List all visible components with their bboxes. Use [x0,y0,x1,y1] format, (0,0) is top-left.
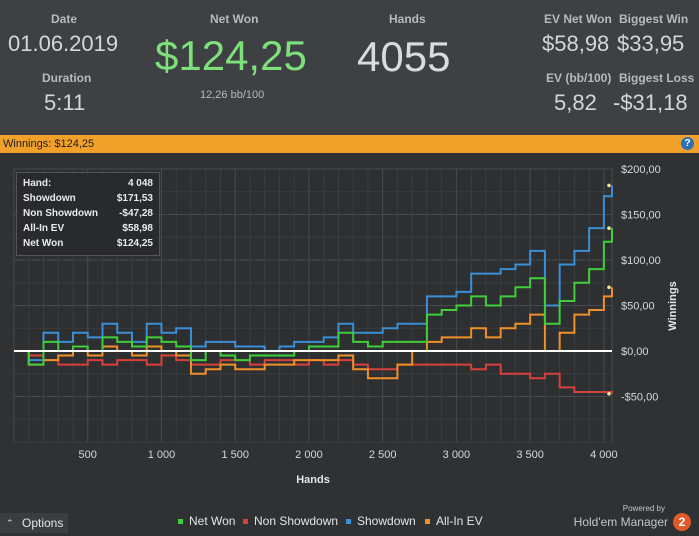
biggest-loss-value: -$31,18 [613,90,688,115]
series-end-marker [607,285,611,290]
tooltip-value: -$47,28 [119,208,153,219]
brand-badge-icon: 2 [673,513,691,531]
legend-swatch [178,519,183,525]
ev-net-won-label: EV Net Won [544,12,612,26]
brand-name: Hold'em Manager [573,515,668,529]
winnings-banner-text: Winnings: $124,25 [3,138,95,150]
hands-value: 4055 [357,33,451,80]
legend-swatch [425,519,430,525]
tooltip-value: $58,98 [122,223,153,234]
y-tick-label: $200,00 [621,164,661,176]
y-tick-label: $50,00 [621,301,655,313]
legend-label: Non Showdown [254,514,339,528]
date-value: 01.06.2019 [8,31,119,56]
winnings-banner: Winnings: $124,25 ? [0,135,699,153]
summary-panel: Date 01.06.2019 Duration 5:11 Net Won $1… [0,0,699,134]
y-tick-label: $150,00 [621,210,661,222]
series-line-net-won [14,228,613,366]
x-tick-label: 2 000 [295,449,323,461]
ev-bb-value: 5,82 [554,90,597,115]
date-label: Date [51,12,78,26]
net-won-sub: 12,26 bb/100 [200,89,265,101]
ev-net-won-value: $58,98 [542,31,610,56]
x-tick-label: 3 000 [443,449,471,461]
options-label: Options [22,516,64,530]
tooltip-key: Non Showdown [23,208,98,219]
x-tick-label: 2 500 [369,449,397,461]
net-won-label: Net Won [210,12,259,26]
series-end-marker [607,391,611,396]
powered-by-label: Powered by [622,504,665,513]
x-tick-label: 1 000 [148,449,176,461]
tooltip-value: $171,53 [116,193,153,204]
net-won-value: $124,25 [155,32,307,79]
legend-label: All-In EV [436,514,483,528]
series-line-all-in-ev [14,287,613,380]
options-button[interactable]: ⌃ Options [0,513,68,533]
hands-label: Hands [389,12,426,26]
series-line-non-showdown [14,350,613,394]
biggest-loss-label: Biggest Loss [619,71,695,85]
y-tick-label: -$50,00 [621,392,658,404]
y-tick-label: $0,00 [621,346,649,358]
tooltip-value: $124,25 [116,238,153,249]
x-tick-label: 500 [79,449,97,461]
series-end-marker [607,226,611,230]
legend-swatch [243,519,248,525]
duration-label: Duration [42,71,92,85]
x-tick-label: 3 500 [516,449,544,461]
help-icon[interactable]: ? [681,137,694,150]
tooltip-key: Showdown [23,193,76,204]
x-tick-label: 1 500 [221,449,249,461]
legend-item-net-won[interactable]: Net Won [178,514,235,528]
ev-bb-label: EV (bb/100) [546,71,612,85]
legend-swatch [346,519,351,525]
tooltip-value: 4 048 [127,178,153,189]
tooltip-key: All-In EV [23,223,65,234]
x-tick-label: 4 000 [590,449,618,461]
legend-label: Showdown [357,514,416,528]
tooltip-key: Net Won [23,238,64,249]
legend-label: Net Won [189,514,236,528]
y-tick-label: $100,00 [621,255,661,267]
legend-item-showdown[interactable]: Showdown [346,514,416,528]
holdem-manager-logo: Powered by Hold'em Manager 2 [574,504,691,531]
y-axis-label: Winnings [667,281,679,330]
x-axis-label: Hands [296,474,330,486]
hover-tooltip: Hand: 4 048 Showdown $171,53 Non Showdown -… [16,172,160,256]
legend-item-all-in-ev[interactable]: All-In EV [425,514,483,528]
series-end-marker [607,183,611,188]
chevron-up-icon: ⌃ [6,518,14,528]
series-line-showdown [14,185,613,362]
biggest-win-label: Biggest Win [619,12,689,26]
duration-value: 5:11 [44,90,86,115]
tooltip-key: Hand: [23,178,52,189]
biggest-win-value: $33,95 [617,31,685,56]
legend-item-non-showdown[interactable]: Non Showdown [243,514,338,528]
